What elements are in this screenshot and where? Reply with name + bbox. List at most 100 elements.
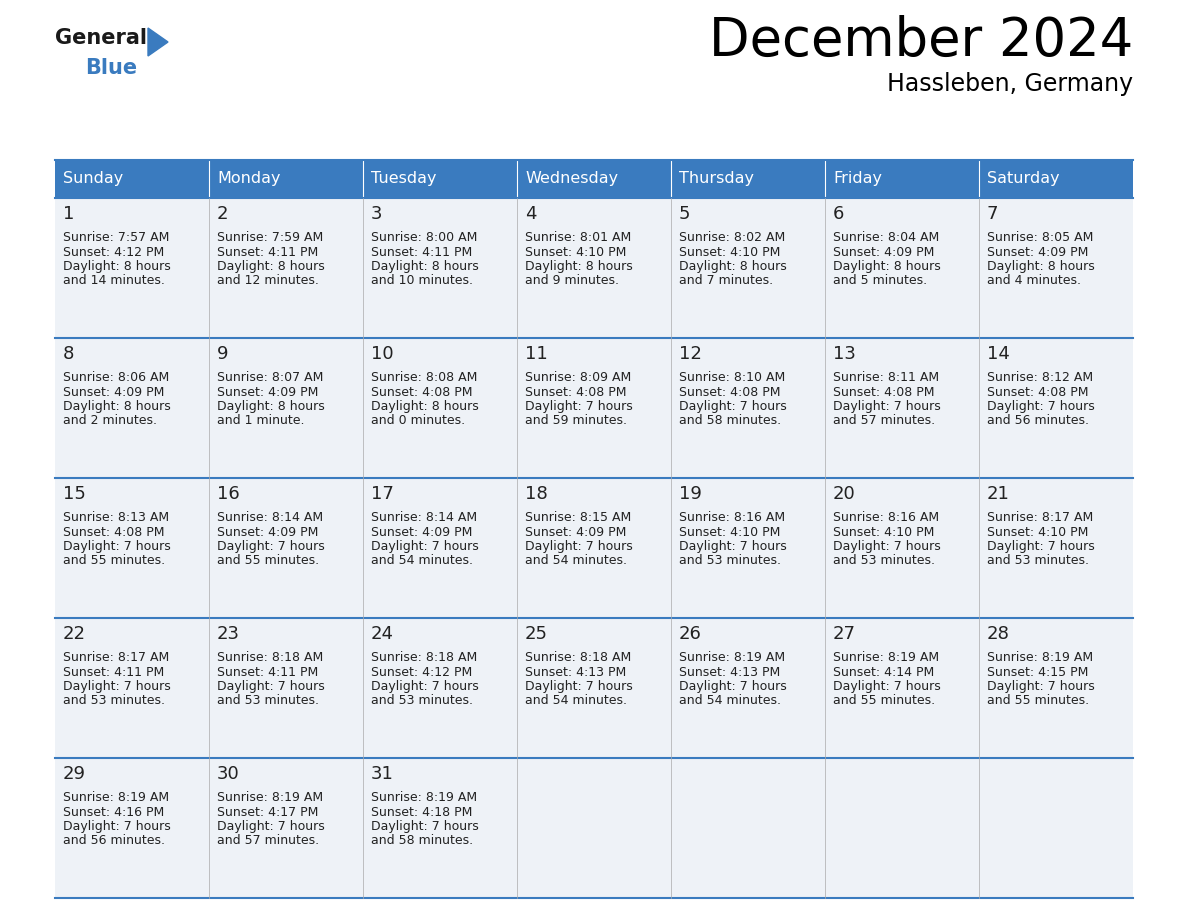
Text: Sunset: 4:09 PM: Sunset: 4:09 PM bbox=[833, 245, 935, 259]
Text: Sunday: Sunday bbox=[63, 172, 124, 186]
Bar bbox=[364, 160, 517, 198]
Text: Sunrise: 8:17 AM: Sunrise: 8:17 AM bbox=[987, 511, 1093, 524]
Text: Daylight: 7 hours: Daylight: 7 hours bbox=[680, 680, 786, 693]
Bar bbox=[209, 198, 364, 338]
Bar bbox=[517, 758, 671, 898]
Bar bbox=[671, 478, 824, 618]
Text: Sunrise: 8:15 AM: Sunrise: 8:15 AM bbox=[525, 511, 631, 524]
Text: Sunset: 4:13 PM: Sunset: 4:13 PM bbox=[525, 666, 626, 678]
Bar bbox=[671, 618, 824, 758]
Text: Sunrise: 8:19 AM: Sunrise: 8:19 AM bbox=[987, 651, 1093, 664]
Text: and 55 minutes.: and 55 minutes. bbox=[217, 554, 320, 567]
Text: Daylight: 7 hours: Daylight: 7 hours bbox=[525, 540, 633, 553]
Bar bbox=[979, 758, 1133, 898]
Text: Sunset: 4:08 PM: Sunset: 4:08 PM bbox=[987, 386, 1088, 398]
Text: Daylight: 8 hours: Daylight: 8 hours bbox=[63, 260, 171, 273]
Text: 31: 31 bbox=[371, 765, 394, 783]
Text: Sunset: 4:12 PM: Sunset: 4:12 PM bbox=[63, 245, 164, 259]
Text: Sunset: 4:11 PM: Sunset: 4:11 PM bbox=[371, 245, 473, 259]
Bar bbox=[517, 338, 671, 478]
Text: Sunrise: 8:07 AM: Sunrise: 8:07 AM bbox=[217, 371, 323, 384]
Text: and 55 minutes.: and 55 minutes. bbox=[833, 695, 935, 708]
Text: General: General bbox=[55, 28, 147, 48]
Text: and 56 minutes.: and 56 minutes. bbox=[63, 834, 165, 847]
Text: 30: 30 bbox=[217, 765, 240, 783]
Text: Sunset: 4:11 PM: Sunset: 4:11 PM bbox=[63, 666, 164, 678]
Text: and 4 minutes.: and 4 minutes. bbox=[987, 274, 1081, 287]
Bar bbox=[517, 478, 671, 618]
Text: 19: 19 bbox=[680, 485, 702, 503]
Bar bbox=[979, 478, 1133, 618]
Text: 25: 25 bbox=[525, 625, 548, 643]
Bar bbox=[209, 478, 364, 618]
Text: Sunrise: 8:18 AM: Sunrise: 8:18 AM bbox=[371, 651, 478, 664]
Text: Sunset: 4:13 PM: Sunset: 4:13 PM bbox=[680, 666, 781, 678]
Text: and 7 minutes.: and 7 minutes. bbox=[680, 274, 773, 287]
Text: Sunset: 4:10 PM: Sunset: 4:10 PM bbox=[833, 525, 935, 539]
Text: and 0 minutes.: and 0 minutes. bbox=[371, 415, 466, 428]
Text: Sunset: 4:09 PM: Sunset: 4:09 PM bbox=[371, 525, 473, 539]
Text: Sunset: 4:15 PM: Sunset: 4:15 PM bbox=[987, 666, 1088, 678]
Text: and 53 minutes.: and 53 minutes. bbox=[680, 554, 781, 567]
Bar bbox=[517, 198, 671, 338]
Text: Sunset: 4:10 PM: Sunset: 4:10 PM bbox=[680, 525, 781, 539]
Bar bbox=[55, 338, 209, 478]
Text: and 57 minutes.: and 57 minutes. bbox=[833, 415, 935, 428]
Text: Sunrise: 8:19 AM: Sunrise: 8:19 AM bbox=[680, 651, 785, 664]
Text: Sunset: 4:08 PM: Sunset: 4:08 PM bbox=[680, 386, 781, 398]
Bar bbox=[517, 618, 671, 758]
Text: Sunrise: 8:16 AM: Sunrise: 8:16 AM bbox=[833, 511, 940, 524]
Text: Sunset: 4:09 PM: Sunset: 4:09 PM bbox=[525, 525, 626, 539]
Text: and 55 minutes.: and 55 minutes. bbox=[987, 695, 1089, 708]
Text: 9: 9 bbox=[217, 345, 228, 363]
Text: Daylight: 7 hours: Daylight: 7 hours bbox=[63, 680, 171, 693]
Text: and 53 minutes.: and 53 minutes. bbox=[833, 554, 935, 567]
Text: and 53 minutes.: and 53 minutes. bbox=[63, 695, 165, 708]
Bar bbox=[979, 198, 1133, 338]
Text: 29: 29 bbox=[63, 765, 86, 783]
Text: and 54 minutes.: and 54 minutes. bbox=[371, 554, 473, 567]
Text: Sunrise: 8:16 AM: Sunrise: 8:16 AM bbox=[680, 511, 785, 524]
Text: Sunrise: 8:14 AM: Sunrise: 8:14 AM bbox=[371, 511, 478, 524]
Text: 15: 15 bbox=[63, 485, 86, 503]
Text: Sunset: 4:14 PM: Sunset: 4:14 PM bbox=[833, 666, 934, 678]
Text: Sunset: 4:09 PM: Sunset: 4:09 PM bbox=[987, 245, 1088, 259]
Bar bbox=[671, 338, 824, 478]
Bar bbox=[979, 160, 1133, 198]
Text: Daylight: 7 hours: Daylight: 7 hours bbox=[525, 400, 633, 413]
Text: Daylight: 8 hours: Daylight: 8 hours bbox=[371, 260, 479, 273]
Text: Sunset: 4:09 PM: Sunset: 4:09 PM bbox=[63, 386, 164, 398]
Text: Daylight: 7 hours: Daylight: 7 hours bbox=[833, 540, 941, 553]
Text: Sunrise: 8:19 AM: Sunrise: 8:19 AM bbox=[371, 791, 478, 804]
Text: Sunrise: 8:06 AM: Sunrise: 8:06 AM bbox=[63, 371, 169, 384]
Text: Sunset: 4:16 PM: Sunset: 4:16 PM bbox=[63, 805, 164, 819]
Bar bbox=[209, 160, 364, 198]
Text: Sunset: 4:10 PM: Sunset: 4:10 PM bbox=[525, 245, 626, 259]
Bar bbox=[824, 160, 979, 198]
Text: Daylight: 8 hours: Daylight: 8 hours bbox=[680, 260, 786, 273]
Bar bbox=[364, 478, 517, 618]
Polygon shape bbox=[148, 28, 168, 56]
Text: 8: 8 bbox=[63, 345, 75, 363]
Bar bbox=[364, 618, 517, 758]
Bar bbox=[824, 618, 979, 758]
Text: and 59 minutes.: and 59 minutes. bbox=[525, 415, 627, 428]
Text: 2: 2 bbox=[217, 205, 228, 223]
Text: and 58 minutes.: and 58 minutes. bbox=[371, 834, 473, 847]
Text: Sunrise: 8:10 AM: Sunrise: 8:10 AM bbox=[680, 371, 785, 384]
Bar bbox=[209, 618, 364, 758]
Bar bbox=[671, 160, 824, 198]
Text: 3: 3 bbox=[371, 205, 383, 223]
Text: Daylight: 7 hours: Daylight: 7 hours bbox=[217, 540, 324, 553]
Text: Tuesday: Tuesday bbox=[371, 172, 436, 186]
Text: 10: 10 bbox=[371, 345, 393, 363]
Text: 13: 13 bbox=[833, 345, 855, 363]
Text: Sunset: 4:08 PM: Sunset: 4:08 PM bbox=[63, 525, 164, 539]
Text: Daylight: 7 hours: Daylight: 7 hours bbox=[833, 400, 941, 413]
Bar bbox=[55, 618, 209, 758]
Bar bbox=[364, 338, 517, 478]
Text: Daylight: 8 hours: Daylight: 8 hours bbox=[525, 260, 633, 273]
Text: Sunrise: 8:12 AM: Sunrise: 8:12 AM bbox=[987, 371, 1093, 384]
Text: Wednesday: Wednesday bbox=[525, 172, 618, 186]
Text: and 57 minutes.: and 57 minutes. bbox=[217, 834, 320, 847]
